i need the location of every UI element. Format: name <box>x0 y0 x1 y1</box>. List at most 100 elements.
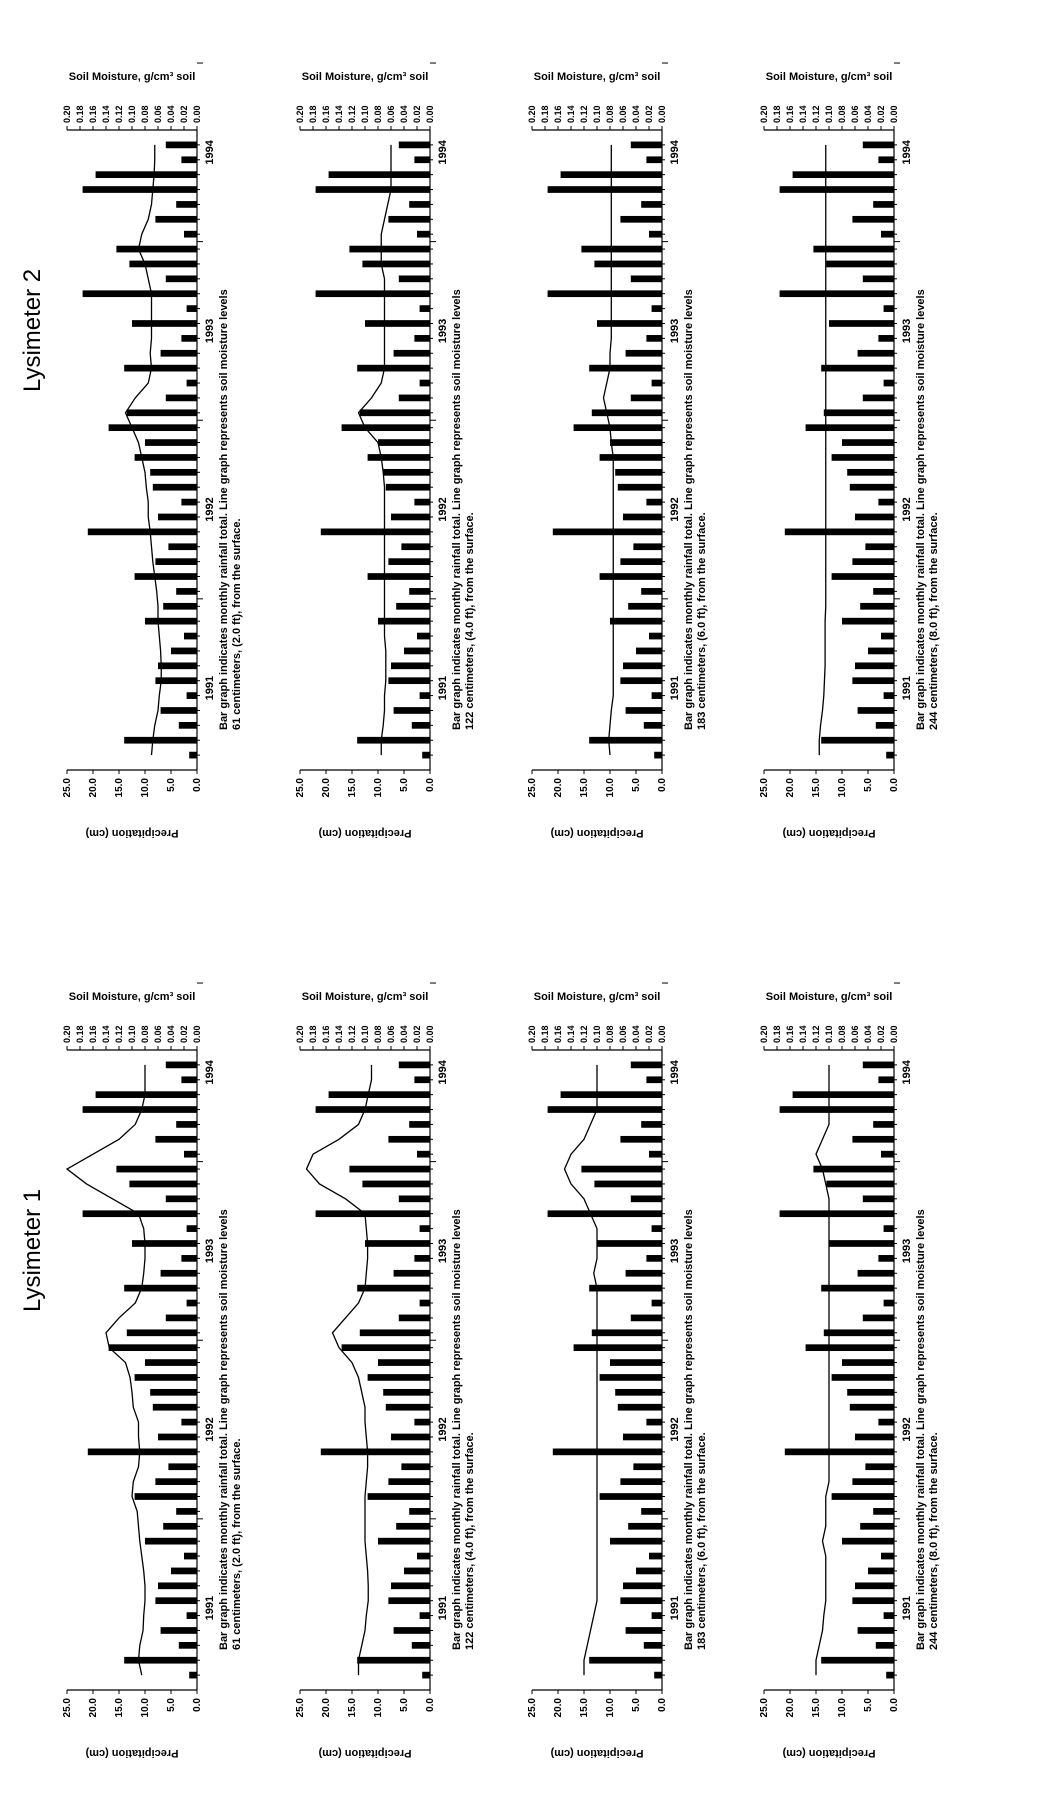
precipitation-bar <box>108 424 197 432</box>
precip-tick-label: 25.0 <box>527 778 538 798</box>
precipitation-bar <box>414 1418 430 1426</box>
precip-tick-label: 15.0 <box>347 1698 358 1718</box>
precipitation-bar <box>417 230 430 238</box>
precip-tick-label: 10.0 <box>140 1698 151 1718</box>
moisture-tick-label: 0.12 <box>347 1025 357 1043</box>
precip-tick-label: 25.0 <box>62 1698 73 1718</box>
precip-tick-label: 25.0 <box>527 1698 538 1718</box>
precipitation-bar <box>886 1671 894 1679</box>
precipitation-bar <box>160 1627 197 1634</box>
year-label: 1994 <box>669 1059 681 1084</box>
precipitation-bar <box>155 677 197 685</box>
precipitation-bar <box>378 439 430 446</box>
precipitation-bar <box>388 1478 430 1485</box>
precip-tick-label: 15.0 <box>579 778 590 798</box>
precipitation-bar <box>610 1359 662 1366</box>
precipitation-bar <box>852 1597 894 1605</box>
moisture-tick-label: 0.18 <box>308 1025 318 1043</box>
precipitation-bar <box>620 1135 662 1143</box>
moisture-axis-label: Soil Moisture, g/cm³ soil <box>302 71 429 83</box>
moisture-tick-label: 0.20 <box>295 105 305 123</box>
moisture-tick-label: 0.02 <box>876 1025 886 1043</box>
precip-tick-label: 0.0 <box>192 1698 203 1712</box>
precipitation-bar <box>852 558 894 565</box>
year-label: 1993 <box>204 319 216 343</box>
year-label: 1991 <box>669 676 681 700</box>
precipitation-bar <box>625 707 662 714</box>
precipitation-bar <box>842 1537 894 1545</box>
precipitation-bar <box>573 1344 662 1352</box>
precipitation-bar <box>378 1537 430 1545</box>
precipitation-bar <box>636 647 662 655</box>
chart-panel: 0.0 5.0 10.0 15.0 20.0 25.0 Precipitation (cm)… <box>759 982 940 1759</box>
precipitation-bar <box>349 1165 430 1173</box>
precipitation-bar <box>168 1463 197 1471</box>
precipitation-bar <box>857 1269 894 1277</box>
moisture-tick-label: 0.02 <box>179 105 189 123</box>
precipitation-bar <box>163 1522 197 1530</box>
year-label: 1992 <box>437 497 449 521</box>
precip-tick-label: 25.0 <box>62 778 73 798</box>
precipitation-bar <box>852 1478 894 1485</box>
precipitation-bar <box>341 1344 430 1352</box>
caption-line-1: Bar graph indicates monthly rainfall tot… <box>915 1209 927 1650</box>
precip-tick-label: 15.0 <box>811 778 822 798</box>
precipitation-bar <box>852 215 894 223</box>
moisture-tick-label: 0.12 <box>579 105 589 123</box>
precip-tick-label: 10.0 <box>605 778 616 798</box>
moisture-tick-label: 0.12 <box>811 1025 821 1043</box>
precipitation-bar <box>95 1091 197 1098</box>
precipitation-bar <box>82 186 197 193</box>
precipitation-bar <box>862 141 894 149</box>
precip-tick-label: 5.0 <box>631 1698 642 1712</box>
precipitation-bar <box>383 1388 430 1396</box>
precipitation-bar <box>398 1195 430 1203</box>
precipitation-bar <box>805 424 894 432</box>
precipitation-bar <box>779 1210 894 1218</box>
precipitation-bar <box>883 1299 894 1307</box>
precipitation-bar <box>181 1418 197 1426</box>
caption-line-1: Bar graph indicates monthly rainfall tot… <box>218 289 230 730</box>
precipitation-bar <box>805 1344 894 1352</box>
precipitation-bar <box>849 1403 894 1411</box>
precipitation-bar <box>821 736 894 744</box>
precipitation-bar <box>189 1671 197 1679</box>
precipitation-bar <box>643 1641 662 1649</box>
precipitation-bar <box>829 320 894 327</box>
precipitation-bar <box>821 364 894 372</box>
precipitation-bar <box>547 290 662 298</box>
caption-depth: 183 centimeters, (6.0 ft), from the surf… <box>696 512 708 730</box>
precipitation-bar <box>883 1225 894 1232</box>
year-label: 1991 <box>204 1596 216 1620</box>
precipitation-bar <box>597 320 662 327</box>
precipitation-bar <box>315 186 430 193</box>
year-label: 1994 <box>901 1059 913 1084</box>
precipitation-bar <box>414 1255 430 1262</box>
year-label: 1992 <box>669 1417 681 1441</box>
moisture-tick-label: 0.08 <box>373 105 383 123</box>
moisture-axis-label: Soil Moisture, g/cm³ soil <box>534 71 661 83</box>
precipitation-bar <box>651 1225 662 1232</box>
precipitation-bar <box>831 454 894 461</box>
precipitation-bar <box>152 1403 197 1411</box>
precipitation-bar <box>396 1522 430 1530</box>
precipitation-bar <box>646 335 662 342</box>
year-label: 1993 <box>437 1239 449 1263</box>
precipitation-bar <box>357 364 430 372</box>
precipitation-bar <box>176 588 197 595</box>
precipitation-bar <box>615 468 662 476</box>
precipitation-bar <box>823 409 894 417</box>
precipitation-bar <box>328 171 430 178</box>
moisture-tick-label: 0.16 <box>88 105 98 123</box>
precipitation-bar <box>145 439 197 446</box>
precipitation-bar <box>165 1061 197 1069</box>
year-label: 1993 <box>669 1239 681 1263</box>
precipitation-bar <box>599 454 662 461</box>
precipitation-bar <box>649 632 662 640</box>
precipitation-bar <box>134 1374 197 1381</box>
precipitation-bar <box>398 141 430 149</box>
year-label: 1991 <box>901 1596 913 1620</box>
moisture-tick-label: 0.18 <box>772 1025 782 1043</box>
year-label: 1994 <box>669 139 681 164</box>
precipitation-bar <box>654 751 662 759</box>
